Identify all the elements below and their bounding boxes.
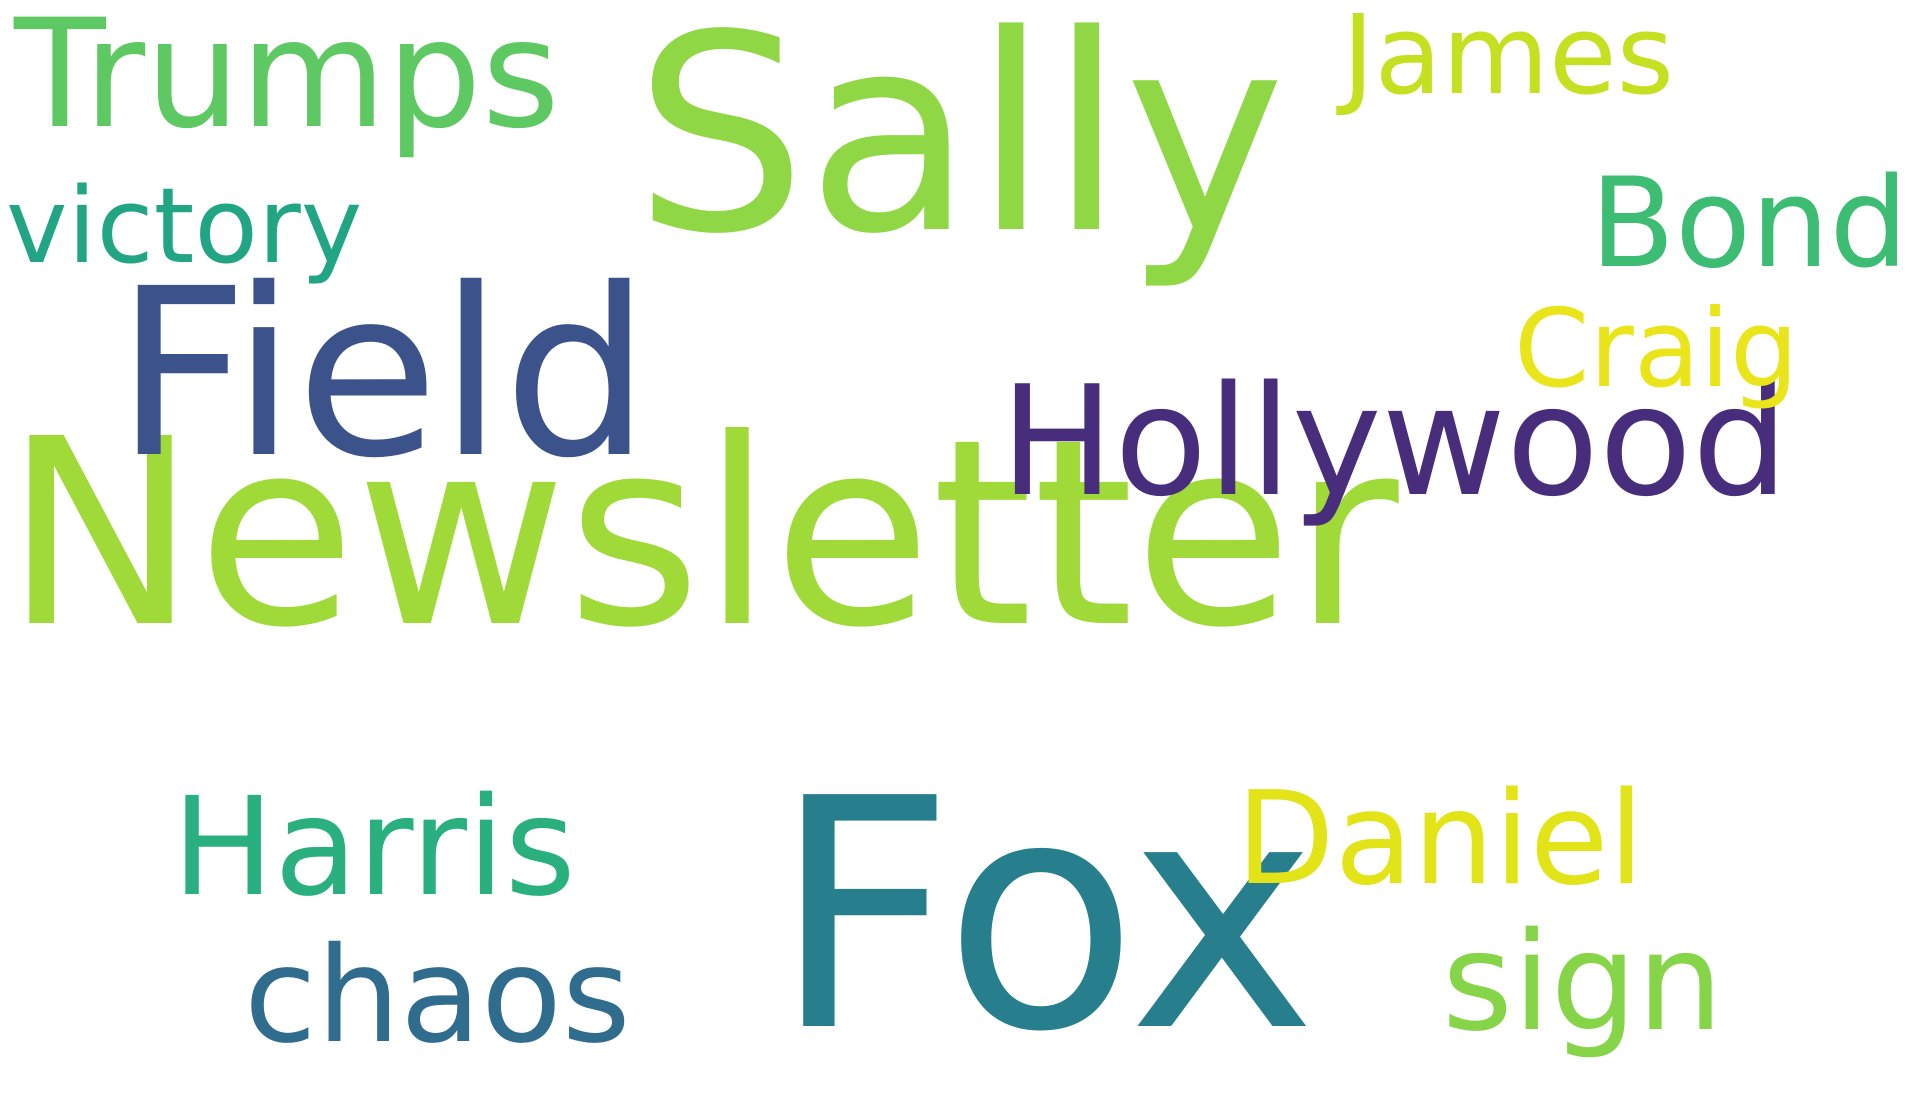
word-sign: sign [1442, 904, 1724, 1062]
word-hollywood: Hollywood [1000, 353, 1789, 530]
word-daniel: Daniel [1236, 765, 1644, 914]
word-field: Field [115, 239, 651, 509]
word-craig: Craig [1514, 287, 1799, 412]
word-chaos: chaos [244, 919, 631, 1073]
word-fox: Fox [772, 731, 1317, 1101]
word-james: James [1342, 0, 1674, 119]
word-victory: victory [6, 165, 363, 287]
word-bond: Bond [1590, 152, 1909, 296]
word-harris: Harris [172, 769, 576, 927]
word-sally: Sally [634, 0, 1286, 294]
word-newsletter: Newsletter [4, 384, 1399, 684]
word-trumps: Trumps [14, 0, 560, 162]
